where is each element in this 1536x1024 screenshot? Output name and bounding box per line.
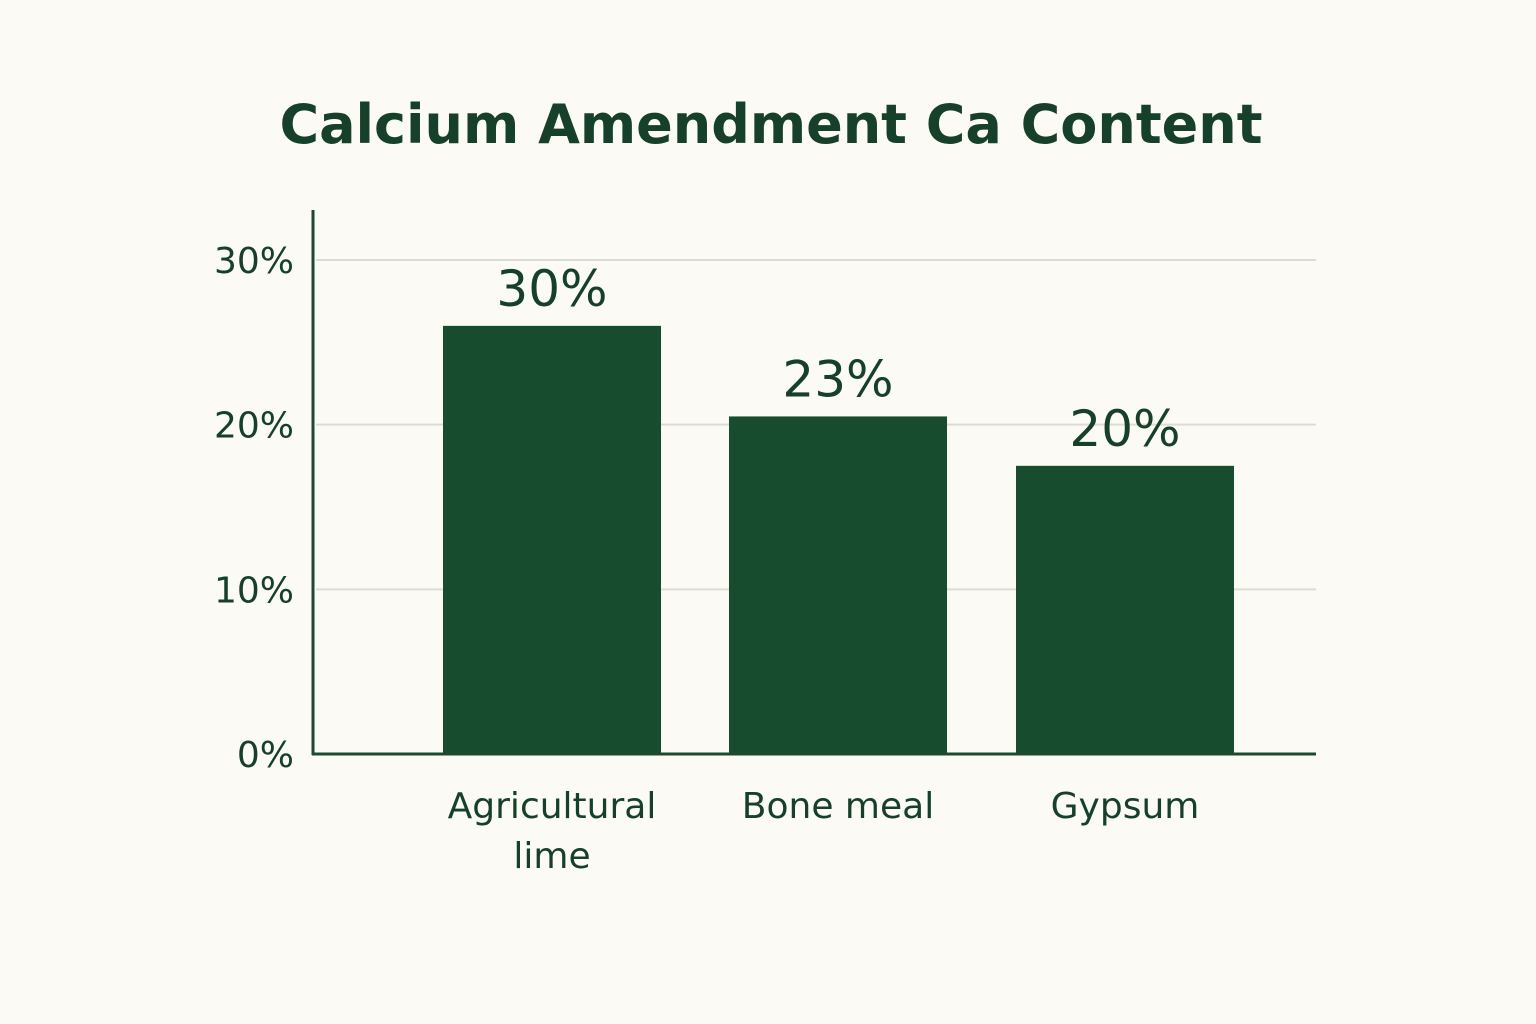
data-labels: 30% 23% 20%: [496, 260, 1180, 458]
y-axis-ticks: 0% 10% 20% 30%: [214, 241, 294, 776]
bar: [1016, 465, 1234, 754]
category-label: Gypsum: [1051, 786, 1200, 827]
category-label: Agricultural: [448, 786, 657, 827]
category-labels: Agricultural lime Bone meal Gypsum: [448, 786, 1200, 877]
y-tick-label: 0%: [237, 735, 294, 776]
y-tick-label: 30%: [214, 241, 294, 282]
data-label: 23%: [782, 350, 893, 408]
chart-title: Calcium Amendment Ca Content: [279, 93, 1262, 156]
bars: [443, 325, 1234, 754]
data-label: 20%: [1069, 400, 1180, 458]
bar: [729, 416, 947, 754]
data-label: 30%: [496, 260, 607, 318]
category-label: Bone meal: [742, 786, 934, 827]
bar: [443, 325, 661, 754]
category-label: lime: [513, 836, 590, 877]
y-tick-label: 20%: [214, 406, 294, 447]
y-tick-label: 10%: [214, 570, 294, 611]
